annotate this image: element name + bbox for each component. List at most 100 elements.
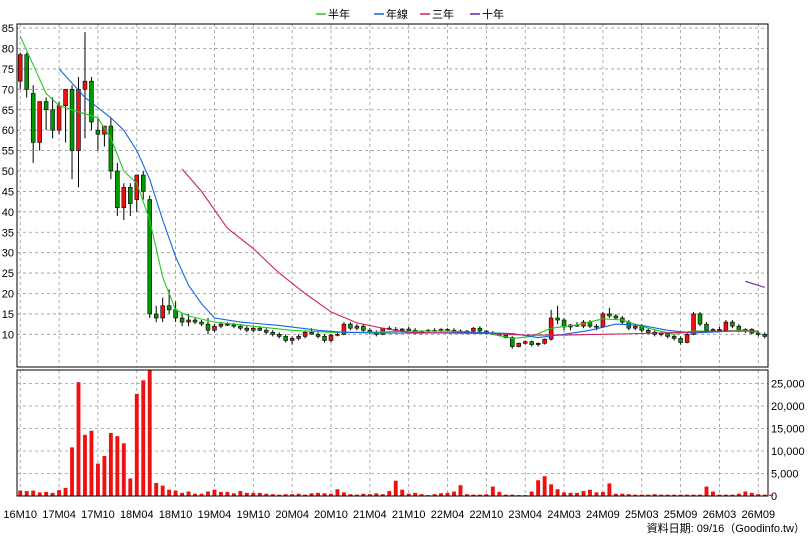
candle-body <box>522 341 528 344</box>
volume-bar <box>115 436 120 496</box>
volume-bar <box>743 491 748 496</box>
price-tick-label: 80 <box>2 44 14 56</box>
time-tick-label: 19M04 <box>198 509 232 521</box>
price-tick-label: 40 <box>2 207 14 219</box>
volume-bar <box>749 492 754 496</box>
volume-bar <box>490 486 495 496</box>
time-tick-label: 20M04 <box>275 509 309 521</box>
candle-body <box>529 341 534 345</box>
legend-label: 三年 <box>432 7 454 21</box>
volume-bar <box>672 494 677 496</box>
volume-bar <box>50 492 55 496</box>
candle-body <box>186 319 191 323</box>
volume-bar <box>18 490 23 496</box>
candle-body <box>264 329 269 333</box>
volume-bar <box>477 494 482 496</box>
volume-bar <box>497 491 502 496</box>
volume-bar <box>257 492 262 496</box>
candle-body <box>244 327 250 331</box>
volume-bar <box>231 493 236 496</box>
candle-body <box>555 317 560 321</box>
volume-bar <box>613 493 618 496</box>
candle-body <box>153 313 159 319</box>
candle-body <box>76 89 81 151</box>
candle-body <box>82 80 88 90</box>
time-tick-label: 19M10 <box>236 509 270 521</box>
candle-body <box>445 329 450 331</box>
candle-body <box>37 101 42 143</box>
volume-bar <box>335 489 340 496</box>
volume-bar <box>413 492 418 496</box>
time-tick-label: 18M04 <box>120 509 154 521</box>
volume-bar <box>626 494 631 496</box>
volume-bar <box>503 494 508 496</box>
candle-body <box>348 323 353 329</box>
price-tick-label: 60 <box>2 125 14 137</box>
candle-body <box>684 334 690 343</box>
price-tick-label: 70 <box>2 84 14 96</box>
volume-bar <box>238 491 243 496</box>
volume-bar <box>134 393 139 496</box>
candle-body <box>257 327 263 331</box>
volume-bar <box>121 443 126 496</box>
price-panel-frame <box>16 23 769 368</box>
legend-label: 十年 <box>482 7 504 21</box>
candle-body <box>542 338 547 344</box>
candle-body <box>276 334 282 337</box>
volume-bar <box>180 492 185 496</box>
volume-bar <box>639 494 644 496</box>
volume-bar <box>167 489 172 496</box>
ma-half-year-line <box>19 36 759 339</box>
volume-bar <box>452 491 456 496</box>
volume-bar <box>600 491 605 496</box>
volume-bar <box>678 494 683 496</box>
volume-bar <box>445 492 450 496</box>
candle-body <box>24 54 29 90</box>
candle-body <box>17 54 23 82</box>
candle-body <box>691 313 696 335</box>
volume-bar <box>484 494 489 496</box>
candle-body <box>179 317 185 323</box>
price-tick-label: 50 <box>2 166 14 178</box>
volume-bar <box>342 492 346 496</box>
candle-body <box>121 187 127 209</box>
legend-label: 半年 <box>328 7 350 21</box>
volume-bar <box>283 494 288 496</box>
time-tick-label: 25M09 <box>664 509 698 521</box>
volume-bar <box>128 478 133 496</box>
candle-body <box>600 313 606 328</box>
candle-body <box>633 325 638 329</box>
price-tick-label: 25 <box>2 268 14 280</box>
volume-bar <box>374 493 379 496</box>
volume-bar <box>620 493 625 496</box>
volume-bar <box>303 494 308 496</box>
price-tick-label: 35 <box>2 227 14 239</box>
volume-bar <box>704 486 709 496</box>
candle-body <box>361 325 366 331</box>
volume-bar <box>309 493 314 496</box>
candlestick-series <box>17 32 768 349</box>
time-tick-label: 21M10 <box>392 509 426 521</box>
candle-body <box>354 325 360 329</box>
volume-bar <box>387 491 392 496</box>
candle-body <box>315 334 321 337</box>
volume-bar <box>316 492 320 496</box>
volume-bar <box>89 430 94 496</box>
volume-bar <box>652 494 657 496</box>
candle-body <box>477 327 483 332</box>
volume-bar <box>44 491 49 496</box>
volume-axis-ticks: 0 5,000 10,000 15,000 20,000 25,000 <box>771 379 805 504</box>
time-tick-label: 20M10 <box>314 509 348 521</box>
price-tick-label: 85 <box>2 23 14 35</box>
candle-body <box>251 327 256 331</box>
legend-label: 年線 <box>386 7 408 21</box>
price-tick-label: 30 <box>2 248 14 260</box>
candle-body <box>108 125 114 172</box>
volume-bar <box>555 489 560 496</box>
volume-bar <box>160 485 165 496</box>
volume-bar <box>102 455 107 496</box>
candle-body <box>704 323 709 331</box>
volume-bar <box>581 491 586 496</box>
price-axis-ticks: 10 15 20 25 30 35 40 45 50 55 60 65 70 75 80 85 <box>2 23 14 341</box>
volume-tick-label: 0 <box>771 491 777 503</box>
